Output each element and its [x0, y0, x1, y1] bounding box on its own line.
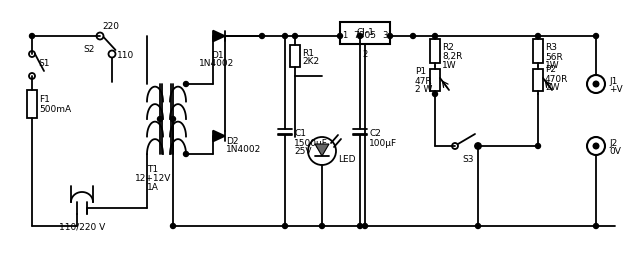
Circle shape — [593, 34, 598, 39]
Text: 470R: 470R — [545, 74, 568, 83]
Bar — [290, 46, 300, 68]
Bar — [27, 91, 37, 119]
Circle shape — [476, 224, 481, 229]
Polygon shape — [213, 31, 225, 42]
Circle shape — [362, 224, 367, 229]
Text: 1N4002: 1N4002 — [199, 59, 234, 68]
Text: D2: D2 — [226, 136, 239, 145]
Text: 0V: 0V — [609, 147, 621, 156]
Circle shape — [171, 224, 176, 229]
Circle shape — [433, 34, 437, 39]
Text: R1: R1 — [302, 48, 314, 57]
Bar — [340, 23, 390, 45]
Text: 12+12V: 12+12V — [135, 173, 171, 182]
Text: 110/220 V: 110/220 V — [59, 222, 105, 231]
Text: 1500μF: 1500μF — [294, 138, 328, 147]
Circle shape — [357, 224, 362, 229]
Bar — [430, 40, 440, 64]
Circle shape — [433, 92, 437, 97]
Circle shape — [260, 34, 265, 39]
Text: F1: F1 — [39, 95, 50, 104]
Circle shape — [338, 34, 343, 39]
Text: P2: P2 — [545, 65, 556, 74]
Circle shape — [536, 34, 541, 39]
Text: C2: C2 — [369, 129, 381, 138]
Circle shape — [536, 144, 541, 149]
Text: 56R: 56R — [545, 52, 563, 61]
Text: 7805: 7805 — [353, 31, 377, 40]
Circle shape — [183, 152, 188, 157]
Circle shape — [319, 224, 324, 229]
Circle shape — [282, 224, 287, 229]
Text: S2: S2 — [84, 44, 95, 53]
Bar — [430, 70, 440, 92]
Circle shape — [158, 117, 163, 122]
Text: S3: S3 — [463, 154, 474, 163]
Text: S1: S1 — [38, 59, 50, 68]
Text: R2: R2 — [442, 43, 454, 52]
Text: 2K2: 2K2 — [302, 57, 319, 66]
Text: 100μF: 100μF — [369, 138, 397, 147]
Text: 110: 110 — [117, 50, 134, 59]
Text: +V: +V — [609, 85, 622, 94]
Text: 1W: 1W — [442, 61, 457, 70]
Text: P1: P1 — [415, 67, 426, 76]
Polygon shape — [315, 145, 329, 156]
Text: 47R: 47R — [415, 76, 433, 85]
Text: 500mA: 500mA — [39, 105, 71, 114]
Text: 3: 3 — [382, 31, 388, 40]
Circle shape — [592, 81, 600, 88]
Text: 8,2R: 8,2R — [442, 52, 462, 61]
Text: C1: C1 — [294, 129, 306, 138]
Text: J1: J1 — [609, 77, 617, 86]
Circle shape — [357, 34, 362, 39]
Circle shape — [282, 34, 287, 39]
Circle shape — [171, 117, 176, 122]
Polygon shape — [213, 131, 225, 142]
Text: 1N4002: 1N4002 — [226, 145, 261, 154]
Text: 25V: 25V — [294, 147, 311, 156]
Circle shape — [387, 34, 392, 39]
Circle shape — [476, 144, 481, 149]
Text: 1: 1 — [342, 31, 347, 40]
Circle shape — [30, 34, 35, 39]
Text: CI-1: CI-1 — [356, 28, 374, 37]
Text: D1: D1 — [210, 51, 223, 60]
Text: LED: LED — [338, 155, 355, 164]
Circle shape — [292, 34, 297, 39]
Text: 2 W: 2 W — [415, 85, 432, 94]
Circle shape — [183, 82, 188, 87]
Text: 1A: 1A — [147, 182, 159, 191]
Circle shape — [411, 34, 416, 39]
Text: T1: T1 — [147, 164, 159, 173]
Text: 1W: 1W — [545, 61, 559, 70]
Circle shape — [592, 143, 600, 150]
Text: 2W: 2W — [545, 83, 559, 92]
Text: R3: R3 — [545, 43, 557, 52]
Text: 2: 2 — [362, 50, 368, 59]
Bar — [533, 70, 543, 92]
Text: 220: 220 — [102, 22, 119, 31]
Circle shape — [593, 224, 598, 229]
Text: J2: J2 — [609, 139, 617, 148]
Bar — [533, 40, 543, 64]
